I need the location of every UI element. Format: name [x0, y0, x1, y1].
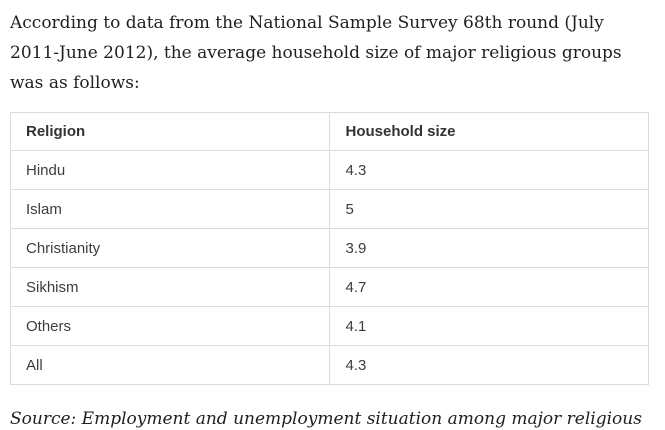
column-header-religion: Religion	[9, 112, 331, 151]
cell-religion: Christianity	[9, 228, 331, 268]
cell-religion: Sikhism	[9, 267, 331, 307]
table-header-row: Religion Household size	[9, 112, 649, 151]
cell-religion: Islam	[9, 189, 331, 229]
cell-household-size: 3.9	[329, 228, 649, 268]
table-row: Sikhism 4.7	[9, 267, 649, 307]
table-row: Others 4.1	[9, 306, 649, 346]
cell-household-size: 5	[329, 189, 649, 229]
table-body: Hindu 4.3 Islam 5 Christianity 3.9 Sikhi…	[9, 150, 649, 385]
cell-religion: Hindu	[9, 150, 331, 190]
intro-paragraph: According to data from the National Samp…	[10, 13, 622, 93]
table-row: All 4.3	[9, 345, 649, 385]
table-row: Hindu 4.3	[9, 150, 649, 190]
household-size-table: Religion Household size Hindu 4.3 Islam …	[9, 112, 649, 385]
cell-household-size: 4.3	[329, 345, 649, 385]
table-header: Religion Household size	[9, 112, 649, 151]
table-row: Islam 5	[9, 189, 649, 229]
cell-religion: All	[9, 345, 331, 385]
source-note: Source: Employment and unemployment situ…	[10, 409, 642, 429]
cell-household-size: 4.7	[329, 267, 649, 307]
column-header-household-size: Household size	[329, 112, 649, 151]
cell-household-size: 4.1	[329, 306, 649, 346]
cell-household-size: 4.3	[329, 150, 649, 190]
cell-religion: Others	[9, 306, 331, 346]
table-row: Christianity 3.9	[9, 228, 649, 268]
